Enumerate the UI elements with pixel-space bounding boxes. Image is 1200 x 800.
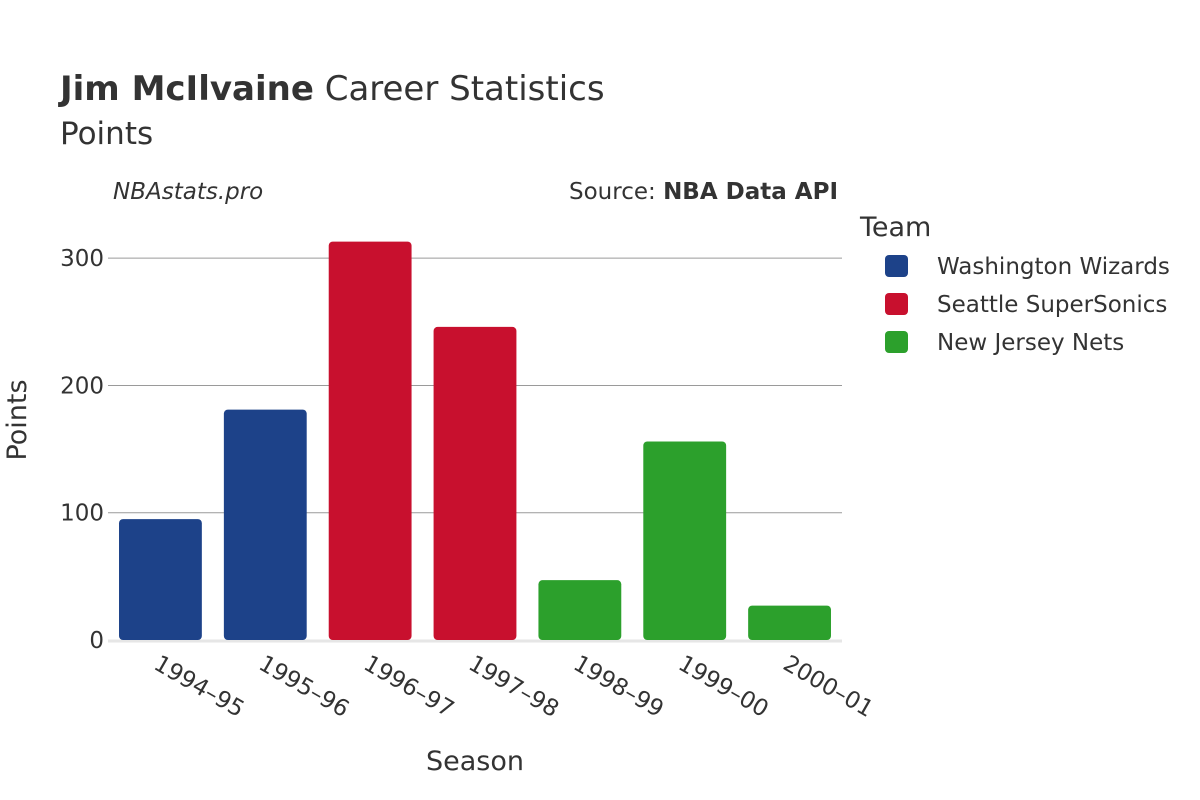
bar-1997-98 — [433, 326, 517, 640]
bar-1994-95 — [119, 519, 202, 640]
chart-title: Jim McIlvaine Career Statistics — [58, 69, 605, 109]
legend: Washington Wizards Seattle SuperSonics New… — [885, 254, 1170, 356]
source-prefix: Source: — [569, 179, 663, 205]
legend-swatch-washington-wizards — [885, 255, 908, 277]
bar-2000-01 — [748, 605, 831, 640]
x-tick-label-2000-01: 2000–01 — [779, 651, 878, 723]
x-tick-label-1998-99: 1998–99 — [569, 651, 668, 723]
y-tick-label-0: 0 — [89, 628, 104, 654]
bar-1995-96 — [223, 409, 307, 640]
y-tick-label-100: 100 — [60, 501, 104, 527]
player-name: Jim McIlvaine — [58, 69, 314, 109]
legend-swatch-seattle-supersonics — [885, 293, 908, 315]
y-tick-label-200: 200 — [60, 373, 104, 399]
x-tick-label-1995-96: 1995–96 — [254, 651, 353, 723]
x-tick-label-1997-98: 1997–98 — [464, 651, 563, 723]
x-tick-label-1999-00: 1999–00 — [674, 651, 773, 723]
source-name: NBA Data API — [663, 179, 838, 205]
chart-subtitle: Points — [60, 116, 153, 152]
bar-1998-99 — [538, 580, 622, 640]
bar-1999-00 — [643, 441, 727, 640]
source-credit: Source: NBA Data API — [569, 179, 838, 205]
legend-label-seattle-supersonics: Seattle SuperSonics — [937, 292, 1167, 318]
y-axis-title: Points — [2, 379, 33, 460]
x-tick-label-1996-97: 1996–97 — [359, 651, 458, 723]
y-tick-label-300: 300 — [60, 246, 104, 272]
x-tick-labels: 1994–95 1995–96 1996–97 1997–98 1998–99 1999–… — [149, 651, 877, 723]
x-axis-title: Season — [426, 746, 524, 777]
title-suffix: Career Statistics — [325, 69, 605, 109]
x-tick-label-1994-95: 1994–95 — [149, 651, 248, 723]
legend-swatch-new-jersey-nets — [885, 331, 908, 353]
legend-label-new-jersey-nets: New Jersey Nets — [937, 330, 1124, 356]
y-tick-labels: 0 100 200 300 — [60, 246, 104, 654]
legend-title: Team — [859, 212, 931, 243]
legend-label-washington-wizards: Washington Wizards — [937, 254, 1170, 280]
site-credit: NBAstats.pro — [113, 179, 263, 205]
bars — [119, 241, 831, 641]
bar-1996-97 — [328, 241, 412, 641]
